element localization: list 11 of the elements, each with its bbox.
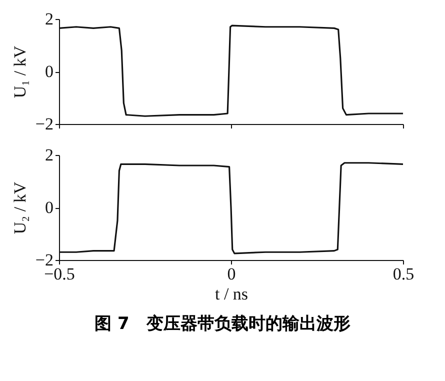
x-tick-label: 0.5 (392, 264, 414, 284)
y-tick-label: −2 (35, 114, 54, 134)
y-tick-label: 2 (45, 146, 54, 164)
y-axis-title: U₁ / kV (10, 45, 30, 98)
caption: 图 7 变压器带负载时的输出波形 (94, 313, 352, 335)
y-tick-label: 0 (45, 62, 54, 81)
x-tick-label: 0 (227, 264, 236, 284)
y-tick-label: 2 (45, 10, 54, 28)
y-tick-label: 0 (45, 198, 54, 217)
x-axis-title: t / ns (214, 284, 248, 304)
y-axis-title: U₂ / kV (10, 181, 30, 234)
